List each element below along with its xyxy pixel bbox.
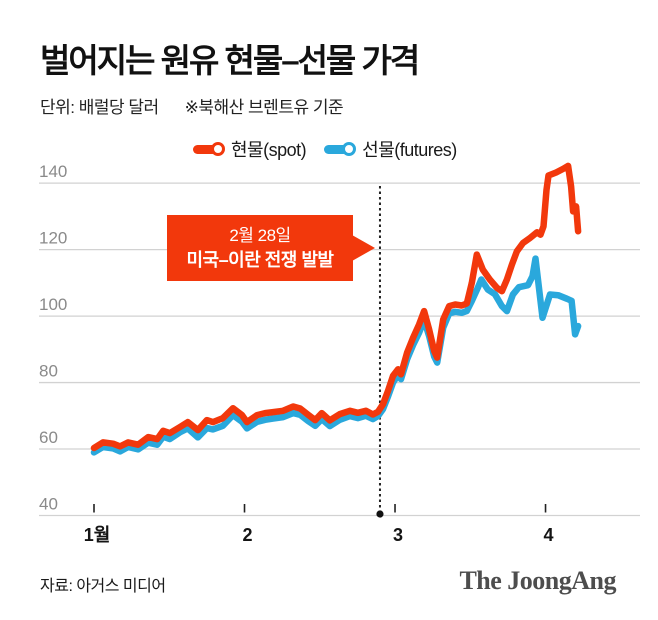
y-tick-label-120: 120 — [39, 229, 67, 248]
event-annotation-date: 2월 28일 — [229, 226, 291, 245]
spot-line — [90, 162, 582, 452]
legend-label-futures: 선물(futures) — [362, 140, 457, 160]
x-tick-label-3: 3 — [393, 525, 403, 545]
source-credit: 자료: 아거스 미디어 — [40, 578, 166, 595]
x-ticks-group: 1월 2 3 4 — [84, 504, 554, 545]
legend: 현물(spot) 선물(futures) — [193, 136, 457, 162]
spot-line-marker-icon — [193, 142, 225, 156]
futures-ring-icon — [342, 142, 357, 156]
series-group — [90, 162, 582, 456]
event-dot — [376, 510, 384, 518]
y-tick-label-40: 40 — [39, 495, 58, 514]
event-annotation-box: 2월 28일 미국–이란 전쟁 발발 — [167, 215, 375, 281]
spot-pill-icon — [193, 144, 217, 154]
page-title: 벌어지는 원유 현물–선물 가격 — [40, 42, 420, 79]
spot-ring-icon — [211, 142, 225, 156]
x-tick-label-4: 4 — [544, 525, 554, 545]
x-tick-label-2: 2 — [243, 525, 253, 545]
unit-label: 단위: 배럴당 달러 — [40, 98, 159, 117]
legend-item-spot: 현물(spot) — [193, 136, 307, 162]
futures-line-marker-icon — [324, 142, 357, 156]
legend-item-futures: 선물(futures) — [324, 136, 457, 162]
y-tick-label-60: 60 — [39, 428, 58, 447]
event-marker-group — [376, 186, 384, 518]
y-tick-label-80: 80 — [39, 362, 58, 381]
x-tick-label-1월: 1월 — [84, 525, 111, 545]
futures-pill-icon — [324, 144, 349, 154]
y-tick-label-140: 140 — [39, 162, 67, 181]
joongang-logo: The JoongAng — [459, 566, 616, 595]
legend-label-spot: 현물(spot) — [231, 140, 307, 160]
gridlines-group: 40 60 80 100 120 140 — [39, 162, 640, 517]
basis-label: ※북해산 브렌트유 기준 — [184, 98, 344, 117]
y-tick-label-100: 100 — [39, 295, 67, 314]
subtitle: 단위: 배럴당 달러 ※북해산 브렌트유 기준 — [40, 93, 344, 118]
event-annotation-text: 미국–이란 전쟁 발발 — [186, 250, 335, 270]
